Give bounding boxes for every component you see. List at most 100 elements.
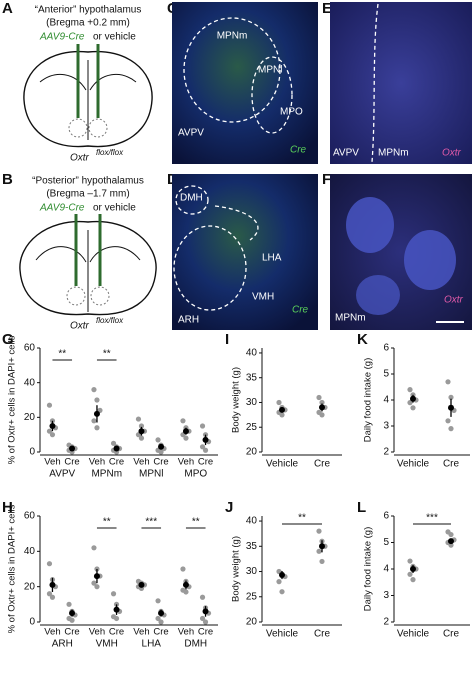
mean [113, 606, 120, 613]
stain-label: Oxtr [444, 295, 464, 306]
sig-label: *** [426, 513, 438, 524]
data-point [279, 589, 285, 595]
genotype: Oxtr [70, 321, 90, 332]
y-tick-label: 35 [246, 541, 258, 552]
x-sub-label: Cre [153, 457, 168, 468]
y-tick-label: 4 [383, 564, 389, 575]
region-label: AVPV [333, 148, 359, 159]
data-point [316, 548, 322, 554]
y-tick-label: 2 [383, 617, 389, 628]
data-point [199, 423, 206, 429]
x-tick-label: Cre [314, 459, 331, 470]
x-sub-label: Veh [89, 457, 105, 468]
mean [279, 406, 285, 413]
y-tick-label: 40 [246, 348, 258, 359]
y-tick-label: 40 [24, 546, 36, 557]
data-point [316, 528, 322, 534]
nucleus [356, 275, 400, 315]
panel-label: A [2, 0, 13, 17]
diagram-title: “Anterior” hypothalamus [35, 5, 142, 16]
sig-label: ** [103, 517, 111, 528]
genotype: Oxtr [70, 153, 90, 164]
y-tick-label: 20 [246, 617, 258, 628]
y-axis-label: Body weight (g) [231, 367, 242, 433]
data-point [276, 399, 282, 406]
micrograph [172, 2, 318, 164]
mean [448, 404, 454, 411]
mean [319, 543, 325, 550]
sig-label: *** [145, 517, 157, 528]
x-sub-label: Cre [198, 627, 213, 638]
image-e: AVPV MPNm Oxtr [330, 2, 472, 164]
data-point [46, 428, 53, 434]
diagram-a: “Anterior” hypothalamus (Bregma +0.2 mm)… [23, 5, 153, 164]
sig-label: ** [58, 349, 66, 360]
mean [319, 404, 325, 411]
micrograph [330, 2, 472, 164]
y-axis-label: Daily food intake (g) [363, 358, 374, 442]
mean [69, 445, 76, 452]
mean [279, 572, 285, 579]
region-label: ARH [178, 315, 199, 326]
y-tick-label: 25 [246, 422, 258, 433]
data-point [135, 416, 142, 422]
region-label: AVPV [178, 128, 204, 139]
data-point [113, 615, 120, 622]
data-point [91, 545, 97, 551]
data-point [407, 387, 413, 393]
x-tick-label: Vehicle [266, 459, 299, 470]
mean [49, 423, 56, 429]
data-point [91, 418, 97, 424]
x-tick-label: VMH [96, 639, 118, 650]
region-label: MPNl [258, 65, 282, 76]
image-c: MPNm MPNl MPO AVPV Cre [172, 2, 318, 164]
region-label: MPO [280, 107, 303, 118]
panel-label: G [2, 331, 14, 348]
mean [410, 395, 416, 402]
data-point [180, 566, 186, 572]
y-tick-label: 25 [246, 591, 258, 602]
mean [138, 428, 145, 435]
brain-structure [35, 230, 141, 312]
mean [202, 608, 209, 615]
x-tick-label: Cre [443, 629, 460, 640]
data-point [407, 558, 413, 564]
diagram-title: “Posterior” hypothalamus [32, 176, 144, 187]
data-point [158, 449, 164, 455]
data-point [448, 394, 454, 400]
data-point [202, 447, 209, 453]
region-outline [214, 205, 259, 241]
data-point [91, 387, 97, 393]
region-outline [251, 56, 293, 134]
data-point [66, 601, 72, 607]
panel-label: J [225, 499, 233, 516]
data-point [183, 435, 189, 441]
brain-outline [23, 50, 153, 148]
stain-label: Cre [292, 305, 309, 316]
image-d: DMH LHA VMH ARH Cre [172, 174, 318, 330]
genotype-sup: flox/flox [96, 148, 124, 157]
region-label: VMH [252, 292, 274, 303]
y-axis-label: Body weight (g) [231, 536, 242, 602]
target [68, 118, 88, 138]
region-label: MPNm [217, 31, 248, 42]
sig-label: ** [192, 517, 200, 528]
data-point [199, 615, 206, 622]
x-sub-label: Cre [109, 457, 124, 468]
y-tick-label: 5 [383, 537, 389, 548]
x-tick-label: MPNl [139, 469, 163, 480]
diagram-subtitle: (Bregma –1.7 mm) [46, 189, 129, 200]
data-point [202, 619, 209, 625]
sig-label: ** [103, 349, 111, 360]
data-point [69, 617, 75, 623]
x-sub-label: Veh [44, 627, 60, 638]
region-outline [183, 17, 281, 123]
data-point [49, 594, 56, 600]
x-sub-label: Veh [178, 627, 194, 638]
data-point [199, 594, 206, 600]
y-tick-label: 6 [383, 343, 389, 354]
stain-label: Cre [290, 145, 307, 156]
target [66, 286, 86, 306]
data-point [46, 561, 53, 567]
y-tick-label: 4 [383, 395, 389, 406]
